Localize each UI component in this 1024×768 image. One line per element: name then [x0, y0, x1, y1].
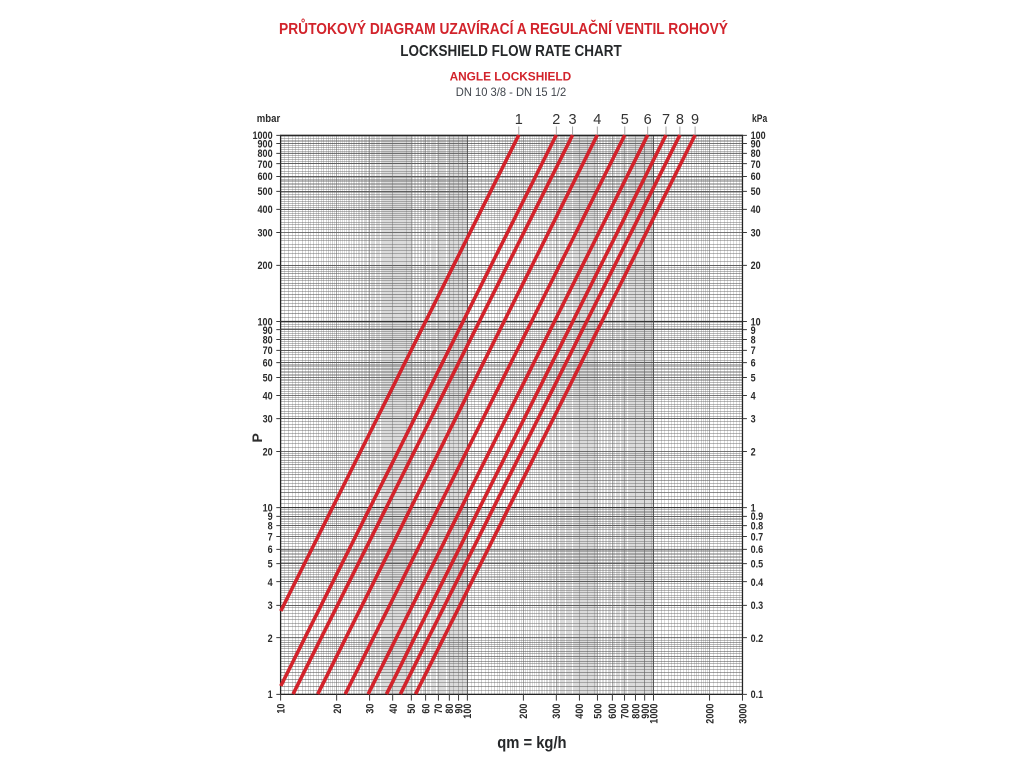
svg-text:0.3: 0.3 — [751, 600, 764, 612]
svg-text:7: 7 — [751, 345, 756, 357]
svg-text:2: 2 — [268, 633, 273, 645]
svg-text:5: 5 — [268, 559, 273, 571]
svg-text:10: 10 — [751, 316, 761, 328]
svg-text:8: 8 — [268, 521, 273, 533]
svg-text:30: 30 — [263, 414, 273, 426]
svg-text:20: 20 — [263, 447, 273, 459]
svg-text:40: 40 — [751, 204, 761, 216]
svg-text:3: 3 — [569, 112, 577, 128]
svg-text:100: 100 — [751, 130, 766, 142]
svg-text:1: 1 — [515, 112, 523, 128]
svg-text:4: 4 — [268, 577, 274, 589]
svg-text:800: 800 — [630, 704, 642, 719]
svg-text:2000: 2000 — [705, 704, 717, 724]
svg-text:5: 5 — [751, 372, 756, 384]
svg-text:10: 10 — [276, 704, 288, 714]
svg-text:DN 10 3/8 - DN 15 1/2: DN 10 3/8 - DN 15 1/2 — [456, 85, 567, 99]
svg-text:60: 60 — [263, 358, 273, 370]
svg-text:8: 8 — [751, 334, 756, 346]
svg-text:2: 2 — [751, 447, 756, 459]
svg-text:70: 70 — [433, 704, 445, 714]
svg-text:0.5: 0.5 — [751, 559, 764, 571]
svg-text:40: 40 — [388, 704, 400, 714]
svg-text:80: 80 — [263, 334, 273, 346]
svg-text:90: 90 — [454, 704, 466, 714]
svg-text:5: 5 — [621, 112, 629, 128]
svg-text:20: 20 — [751, 260, 761, 272]
svg-text:100: 100 — [462, 704, 474, 719]
svg-text:4: 4 — [751, 390, 757, 402]
svg-text:300: 300 — [258, 227, 273, 239]
svg-text:PRŮTOKOVÝ DIAGRAM UZAVÍRACÍ A: PRŮTOKOVÝ DIAGRAM UZAVÍRACÍ A REGULAČNÍ … — [279, 18, 728, 38]
svg-text:60: 60 — [421, 704, 433, 714]
svg-text:50: 50 — [406, 704, 418, 714]
svg-text:80: 80 — [444, 704, 456, 714]
svg-text:90: 90 — [751, 138, 761, 150]
svg-text:80: 80 — [751, 148, 761, 160]
svg-text:P: P — [249, 433, 265, 442]
svg-text:9: 9 — [691, 112, 699, 128]
svg-text:50: 50 — [263, 372, 273, 384]
svg-text:100: 100 — [258, 316, 273, 328]
svg-text:1000: 1000 — [253, 130, 273, 142]
svg-text:400: 400 — [258, 204, 273, 216]
svg-text:6: 6 — [751, 358, 756, 370]
svg-text:3: 3 — [268, 600, 273, 612]
svg-text:0.1: 0.1 — [751, 689, 764, 701]
svg-text:0.2: 0.2 — [751, 633, 764, 645]
svg-text:600: 600 — [258, 171, 273, 183]
svg-text:70: 70 — [751, 159, 761, 171]
svg-text:0.4: 0.4 — [751, 577, 764, 589]
svg-text:900: 900 — [640, 704, 652, 719]
svg-text:mbar: mbar — [257, 113, 281, 125]
svg-text:200: 200 — [258, 260, 273, 272]
svg-text:90: 90 — [263, 325, 273, 337]
svg-text:7: 7 — [662, 112, 670, 128]
svg-text:70: 70 — [263, 345, 273, 357]
svg-text:9: 9 — [268, 511, 273, 523]
svg-text:ANGLE LOCKSHIELD: ANGLE LOCKSHIELD — [450, 69, 572, 83]
svg-text:6: 6 — [268, 544, 273, 556]
svg-text:10: 10 — [263, 503, 273, 515]
svg-text:40: 40 — [263, 390, 273, 402]
svg-text:700: 700 — [620, 704, 632, 719]
svg-text:4: 4 — [593, 112, 601, 128]
svg-text:30: 30 — [751, 227, 761, 239]
svg-text:8: 8 — [676, 112, 684, 128]
svg-text:600: 600 — [607, 704, 619, 719]
svg-text:500: 500 — [592, 704, 604, 719]
svg-text:kPa: kPa — [752, 113, 768, 125]
svg-text:1: 1 — [268, 689, 273, 701]
svg-text:900: 900 — [258, 138, 273, 150]
svg-text:7: 7 — [268, 531, 273, 543]
svg-text:400: 400 — [574, 704, 586, 719]
svg-text:0.6: 0.6 — [751, 544, 764, 556]
svg-text:300: 300 — [551, 704, 563, 719]
svg-text:800: 800 — [258, 148, 273, 160]
svg-text:0.7: 0.7 — [751, 531, 764, 543]
svg-text:LOCKSHIELD FLOW RATE CHART: LOCKSHIELD FLOW RATE CHART — [400, 43, 622, 60]
svg-text:1: 1 — [751, 503, 756, 515]
svg-text:3000: 3000 — [737, 704, 749, 724]
svg-text:500: 500 — [258, 186, 273, 198]
svg-text:9: 9 — [751, 325, 756, 337]
svg-text:qm = kg/h: qm = kg/h — [497, 734, 566, 752]
svg-text:1000: 1000 — [648, 704, 660, 724]
svg-text:50: 50 — [751, 186, 761, 198]
svg-text:2: 2 — [552, 112, 560, 128]
svg-text:20: 20 — [332, 704, 344, 714]
svg-text:3: 3 — [751, 414, 756, 426]
svg-text:6: 6 — [644, 112, 652, 128]
svg-text:30: 30 — [365, 704, 377, 714]
svg-text:0.9: 0.9 — [751, 511, 764, 523]
svg-text:0.8: 0.8 — [751, 521, 764, 533]
svg-text:60: 60 — [751, 171, 761, 183]
svg-text:200: 200 — [518, 704, 530, 719]
svg-text:700: 700 — [258, 159, 273, 171]
